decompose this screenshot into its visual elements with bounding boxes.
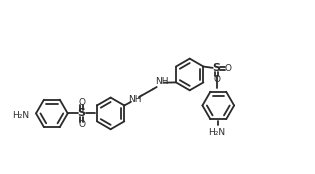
Text: S: S: [77, 108, 86, 118]
Text: NH: NH: [155, 77, 169, 86]
Text: S: S: [213, 63, 220, 73]
Text: H₂N: H₂N: [12, 110, 29, 120]
Text: O: O: [213, 75, 220, 84]
Text: NH: NH: [128, 95, 142, 104]
Text: O: O: [78, 120, 85, 129]
Text: O: O: [78, 98, 85, 107]
Text: O: O: [224, 64, 231, 73]
Text: H₂N: H₂N: [208, 128, 225, 137]
